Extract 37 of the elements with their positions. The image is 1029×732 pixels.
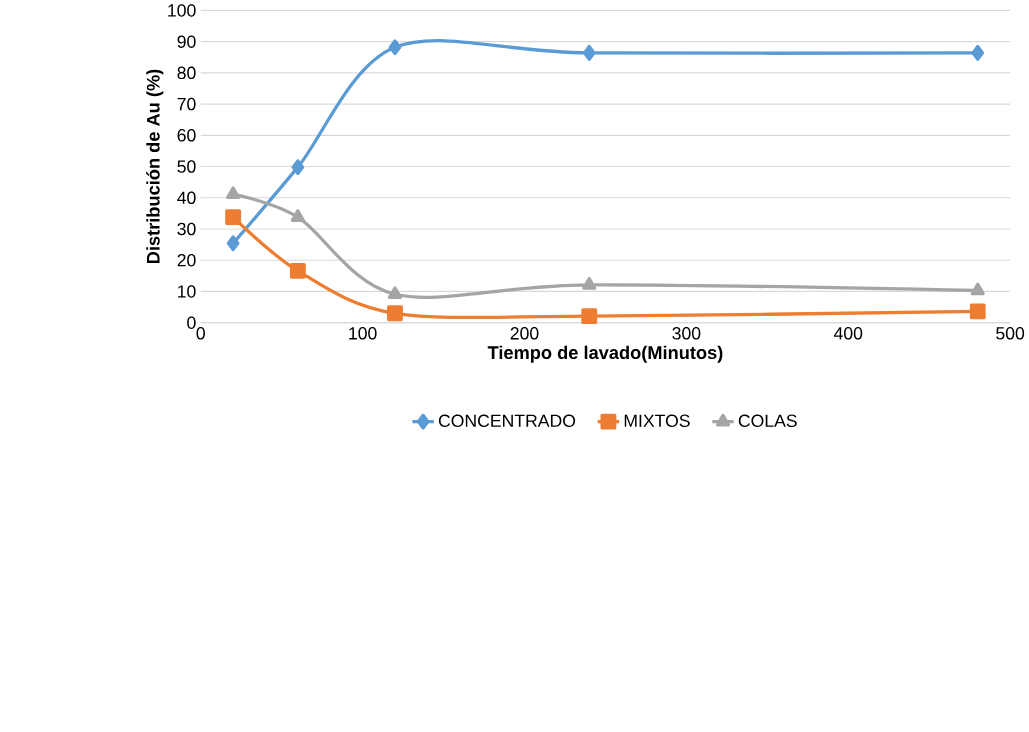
point <box>225 209 242 226</box>
y-tick-label: 0 <box>187 316 196 330</box>
x-axis-title: Tiempo de lavado(Minutos) <box>487 345 723 363</box>
y-tick-label: 70 <box>177 97 196 111</box>
point <box>388 39 402 56</box>
x-tick-label: 0 <box>196 327 205 340</box>
point <box>290 209 305 223</box>
y-tick-label: 10 <box>178 285 196 298</box>
x-tick-label: 500 <box>996 327 1025 340</box>
y-tick-label: 40 <box>177 191 196 205</box>
point <box>969 303 986 320</box>
point <box>226 186 241 200</box>
point <box>291 159 305 176</box>
x-tick-label: 200 <box>510 327 539 340</box>
x-tick-label: 100 <box>349 327 377 340</box>
y-tick-label: 50 <box>177 160 196 173</box>
y-tick-label: 100 <box>168 4 196 17</box>
y-tick-label: 20 <box>177 254 196 267</box>
point <box>226 235 240 252</box>
x-tick-label: 400 <box>833 327 863 340</box>
point <box>581 308 598 325</box>
y-tick-label: 90 <box>177 35 196 49</box>
y-tick-label: 80 <box>177 66 196 80</box>
y-tick-label: 60 <box>177 129 196 142</box>
y-axis-title: Distribución de Au (%) <box>146 69 164 264</box>
point <box>289 263 306 279</box>
point <box>387 286 403 300</box>
point <box>971 45 985 61</box>
point <box>582 45 596 61</box>
point <box>387 305 403 322</box>
legend-label: COLAS <box>738 414 797 428</box>
legend-label: MIXTOS <box>624 414 690 428</box>
point <box>582 277 597 290</box>
y-tick-label: 30 <box>177 222 196 236</box>
x-tick-label: 300 <box>672 327 701 340</box>
point <box>970 282 985 296</box>
legend-label: CONCENTRADO <box>438 414 576 428</box>
